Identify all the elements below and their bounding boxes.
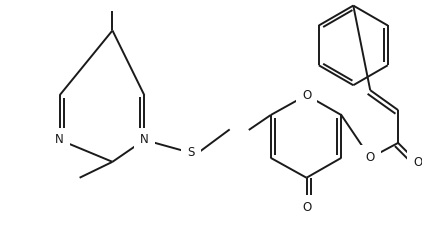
Text: N: N bbox=[55, 133, 64, 146]
Text: O: O bbox=[302, 201, 311, 214]
Text: N: N bbox=[140, 133, 149, 146]
Text: S: S bbox=[187, 146, 195, 159]
Text: O: O bbox=[365, 151, 375, 164]
Text: O: O bbox=[302, 89, 311, 102]
Text: O: O bbox=[414, 156, 422, 169]
